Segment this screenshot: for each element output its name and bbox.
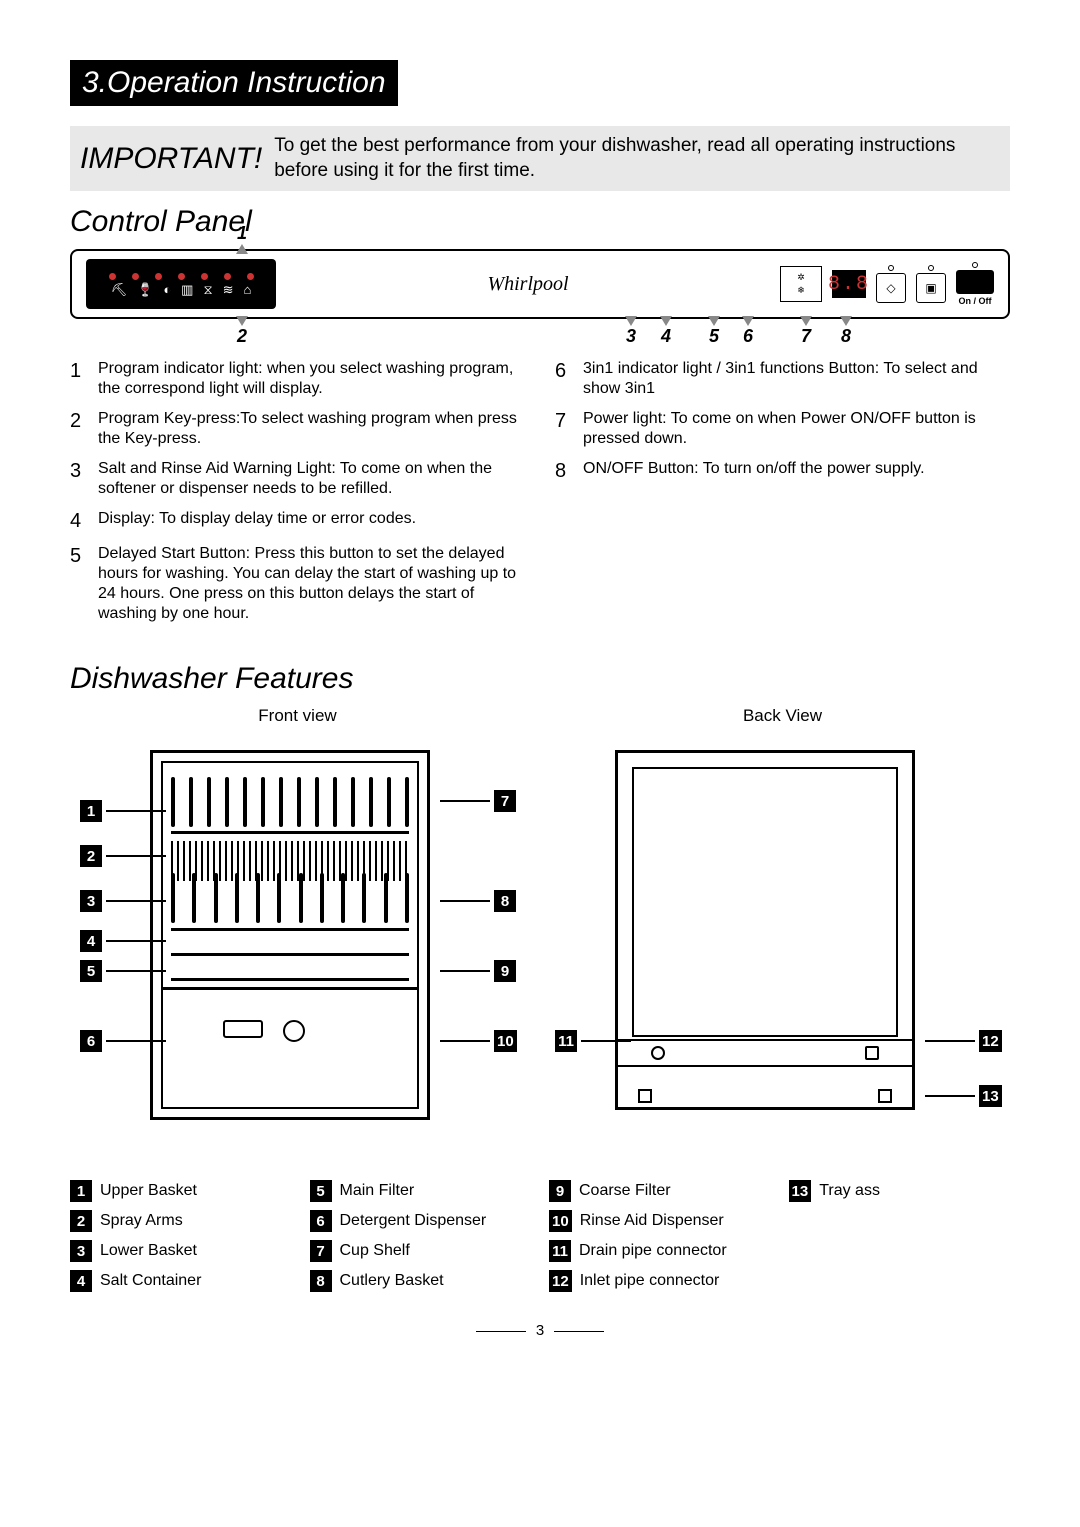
front-view-label: Front view — [70, 706, 525, 726]
digital-display: 8.8 — [832, 270, 866, 298]
important-label: IMPORTANT! — [80, 142, 262, 176]
3in1-button[interactable]: ▣ — [916, 273, 946, 303]
indicator-lights — [109, 273, 254, 280]
salt-icon: ✲ — [797, 272, 805, 283]
features-heading: Dishwasher Features — [70, 662, 1010, 696]
front-view: Front view — [70, 706, 525, 1160]
front-diagram: 1 2 3 4 5 6 7 8 9 10 — [70, 740, 525, 1160]
upper-rack — [171, 777, 409, 827]
badge-4: 4 — [80, 930, 166, 952]
desc-item: 63in1 indicator light / 3in1 functions B… — [555, 359, 1010, 399]
important-text: To get the best performance from your di… — [274, 134, 1000, 183]
intensive-icon: ≋ — [223, 283, 234, 296]
desc-item: 5Delayed Start Button: Press this button… — [70, 544, 525, 624]
eco-icon: ◐ — [163, 283, 171, 296]
3in1-led — [928, 265, 934, 271]
badge-12: 12 — [925, 1030, 1002, 1052]
badge-9: 9 — [440, 960, 516, 982]
badge-10: 10 — [440, 1030, 517, 1052]
connector-bar — [618, 1039, 912, 1067]
back-view: Back View 11 12 13 — [555, 706, 1010, 1160]
rinse-icon: ⌂ — [244, 283, 252, 296]
panel-desc-right: 63in1 indicator light / 3in1 functions B… — [555, 359, 1010, 634]
warning-lights-box: ✲ ❄ — [780, 266, 822, 302]
legend-item: 1Upper Basket — [70, 1180, 292, 1202]
callout-num: 1 — [237, 223, 247, 244]
desc-item: 1Program indicator light: when you selec… — [70, 359, 525, 399]
legend-item: 4Salt Container — [70, 1270, 292, 1292]
legend-item: 7Cup Shelf — [310, 1240, 532, 1262]
inlet-connector-icon — [865, 1046, 879, 1060]
delay-led — [888, 265, 894, 271]
callout-1: 1 — [236, 223, 248, 254]
legend-item: 12Inlet pipe connector — [549, 1270, 771, 1292]
legend-item: 8Cutlery Basket — [310, 1270, 532, 1292]
callout-2: 2 — [236, 316, 248, 347]
drain-connector-icon — [651, 1046, 665, 1060]
rinse-aid-icon: ❄ — [797, 285, 805, 296]
tray-feet — [638, 1089, 892, 1107]
panel-descriptions: 1Program indicator light: when you selec… — [70, 359, 1010, 634]
callout-8: 8 — [840, 316, 852, 347]
legend-item: 10Rinse Aid Dispenser — [549, 1210, 771, 1232]
right-cluster: ✲ ❄ 8.8 ◇ ▣ On / Off — [780, 262, 994, 306]
program-block: ⛏ 🍷 ◐ ▥ ⧖ ≋ ⌂ — [86, 259, 276, 309]
callout-5: 5 — [708, 316, 720, 347]
power-group: On / Off — [956, 262, 994, 306]
control-panel-diagram: 1 ⛏ 🍷 ◐ ▥ ⧖ ≋ ⌂ Whirlpool ✲ ❄ 8.8 — [70, 249, 1010, 319]
brand-logo: Whirlpool — [294, 273, 762, 296]
dishwasher-front — [150, 750, 430, 1120]
desc-item: 3Salt and Rinse Aid Warning Light: To co… — [70, 459, 525, 499]
quick-icon: ⧖ — [203, 283, 212, 296]
desc-item: 2Program Key-press:To select washing pro… — [70, 409, 525, 449]
legend-item: 13Tray ass — [789, 1180, 1011, 1202]
section-header: 3.Operation Instruction — [70, 60, 398, 106]
glass-icon: 🍷 — [137, 283, 153, 296]
page-number: 3 — [70, 1322, 1010, 1339]
door-panel — [163, 987, 417, 1107]
normal-icon: ▥ — [181, 283, 193, 296]
callout-6: 6 — [742, 316, 754, 347]
rinse-aid-icon — [283, 1020, 305, 1042]
power-led — [972, 262, 978, 268]
views-row: Front view — [70, 706, 1010, 1160]
control-panel-heading: Control Panel — [70, 205, 1010, 239]
desc-item: 7Power light: To come on when Power ON/O… — [555, 409, 1010, 449]
legend-item: 2Spray Arms — [70, 1210, 292, 1232]
badge-7: 7 — [440, 790, 516, 812]
prewash-icon: ⛏ — [111, 283, 128, 296]
legend-item: 3Lower Basket — [70, 1240, 292, 1262]
dispenser-icon — [223, 1020, 263, 1038]
back-diagram: 11 12 13 — [555, 740, 1010, 1160]
panel-desc-left: 1Program indicator light: when you selec… — [70, 359, 525, 634]
badge-2: 2 — [80, 845, 166, 867]
onoff-label: On / Off — [959, 296, 992, 306]
desc-item: 8ON/OFF Button: To turn on/off the power… — [555, 459, 1010, 484]
legend-item: 11Drain pipe connector — [549, 1240, 771, 1262]
program-icons: ⛏ 🍷 ◐ ▥ ⧖ ≋ ⌂ — [111, 283, 252, 296]
delay-button[interactable]: ◇ — [876, 273, 906, 303]
legend-item: 5Main Filter — [310, 1180, 532, 1202]
badge-3: 3 — [80, 890, 166, 912]
badge-8: 8 — [440, 890, 516, 912]
badge-13: 13 — [925, 1085, 1002, 1107]
legend-item: 6Detergent Dispenser — [310, 1210, 532, 1232]
power-button[interactable] — [956, 270, 994, 294]
control-panel: ⛏ 🍷 ◐ ▥ ⧖ ≋ ⌂ Whirlpool ✲ ❄ 8.8 ◇ ▣ — [70, 249, 1010, 319]
badge-5: 5 — [80, 960, 166, 982]
badge-1: 1 — [80, 800, 166, 822]
legend-item: 9Coarse Filter — [549, 1180, 771, 1202]
callout-3: 3 — [625, 316, 637, 347]
callout-7: 7 — [800, 316, 812, 347]
desc-item: 4Display: To display delay time or error… — [70, 509, 525, 534]
features-legend: 1Upper Basket 5Main Filter 9Coarse Filte… — [70, 1180, 1010, 1292]
dishwasher-back — [615, 750, 915, 1110]
features-section: Dishwasher Features Front view — [70, 662, 1010, 1292]
callout-4: 4 — [660, 316, 672, 347]
badge-11: 11 — [555, 1030, 631, 1052]
lower-rack — [171, 873, 409, 923]
badge-6: 6 — [80, 1030, 166, 1052]
back-view-label: Back View — [555, 706, 1010, 726]
important-banner: IMPORTANT! To get the best performance f… — [70, 126, 1010, 191]
